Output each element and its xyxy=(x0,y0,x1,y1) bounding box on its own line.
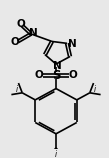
Text: O: O xyxy=(69,70,77,80)
Text: N: N xyxy=(29,28,37,38)
Text: i: i xyxy=(55,150,57,158)
Text: i: i xyxy=(94,85,96,94)
Text: N: N xyxy=(68,39,76,49)
Text: S: S xyxy=(52,69,60,82)
Text: O: O xyxy=(35,70,43,80)
Text: O: O xyxy=(11,37,19,47)
Text: N: N xyxy=(53,61,61,71)
Text: O: O xyxy=(17,18,25,29)
Text: i: i xyxy=(16,85,18,94)
